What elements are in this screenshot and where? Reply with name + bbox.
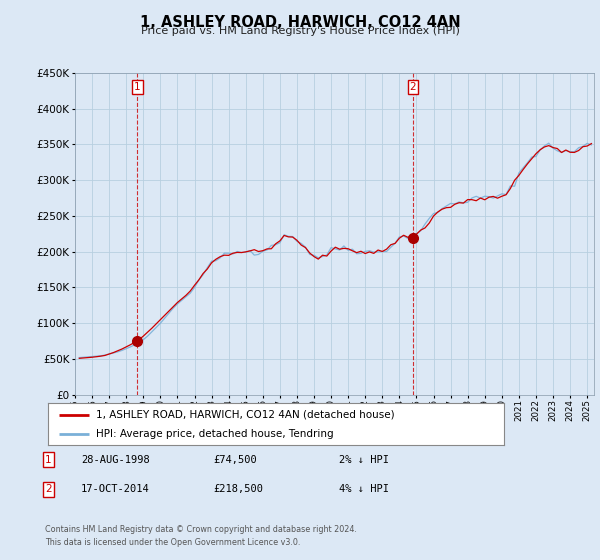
Text: 2: 2 [45, 484, 52, 494]
Text: 2: 2 [410, 82, 416, 92]
Text: HPI: Average price, detached house, Tendring: HPI: Average price, detached house, Tend… [96, 429, 334, 439]
Text: 28-AUG-1998: 28-AUG-1998 [81, 455, 150, 465]
Text: 2% ↓ HPI: 2% ↓ HPI [339, 455, 389, 465]
Text: 4% ↓ HPI: 4% ↓ HPI [339, 484, 389, 494]
Text: £218,500: £218,500 [213, 484, 263, 494]
Text: £74,500: £74,500 [213, 455, 257, 465]
Text: 1, ASHLEY ROAD, HARWICH, CO12 4AN: 1, ASHLEY ROAD, HARWICH, CO12 4AN [140, 15, 460, 30]
Text: 1: 1 [45, 455, 52, 465]
Text: Contains HM Land Registry data © Crown copyright and database right 2024.: Contains HM Land Registry data © Crown c… [45, 525, 357, 534]
Text: Price paid vs. HM Land Registry's House Price Index (HPI): Price paid vs. HM Land Registry's House … [140, 26, 460, 36]
Text: This data is licensed under the Open Government Licence v3.0.: This data is licensed under the Open Gov… [45, 538, 301, 547]
Text: 17-OCT-2014: 17-OCT-2014 [81, 484, 150, 494]
Text: 1, ASHLEY ROAD, HARWICH, CO12 4AN (detached house): 1, ASHLEY ROAD, HARWICH, CO12 4AN (detac… [96, 409, 395, 419]
Text: 1: 1 [134, 82, 140, 92]
